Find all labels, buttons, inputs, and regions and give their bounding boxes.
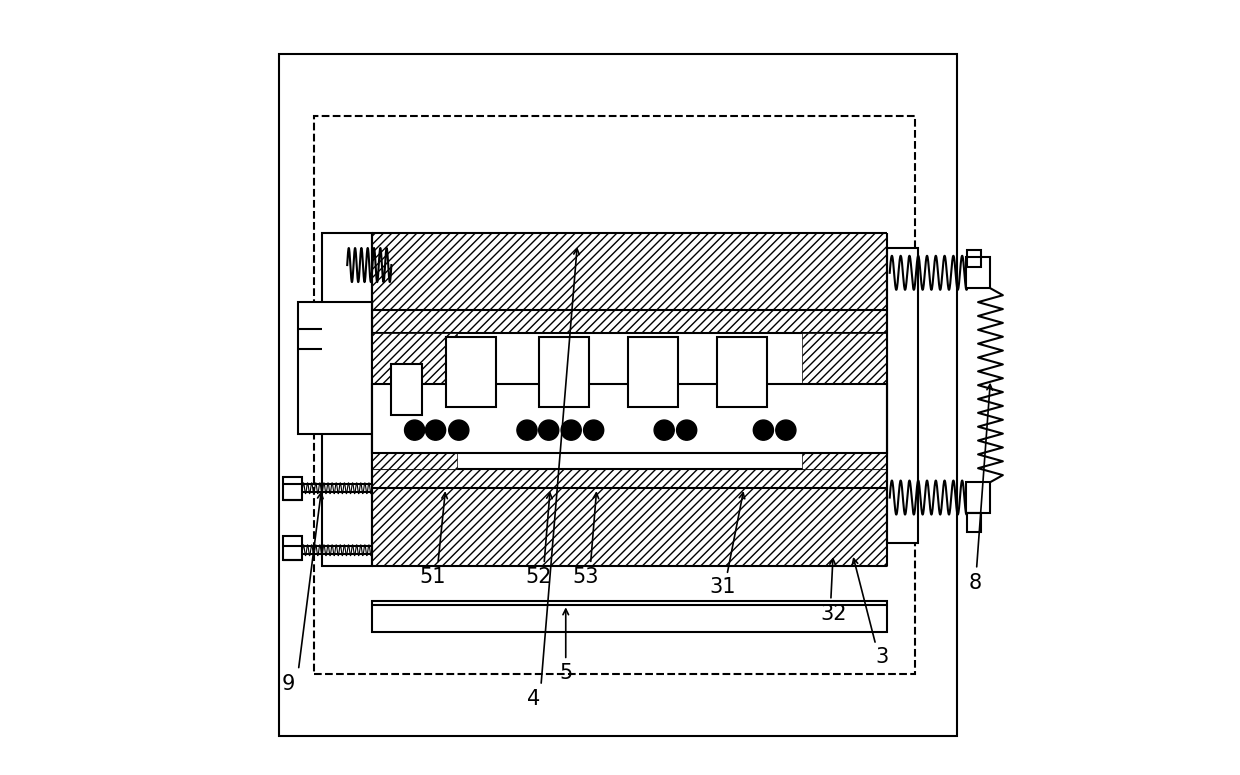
Bar <box>888 248 919 542</box>
Circle shape <box>776 420 796 440</box>
Bar <box>372 310 888 488</box>
Text: 5: 5 <box>559 663 573 683</box>
Circle shape <box>677 420 697 440</box>
Text: 51: 51 <box>419 567 445 587</box>
Bar <box>802 333 888 469</box>
Circle shape <box>753 420 774 440</box>
Text: 31: 31 <box>709 577 735 598</box>
Bar <box>372 488 888 566</box>
Text: 32: 32 <box>820 604 847 624</box>
Bar <box>392 364 423 415</box>
Bar <box>372 384 888 453</box>
Bar <box>445 337 496 407</box>
Bar <box>372 333 888 469</box>
Bar <box>372 232 888 310</box>
Bar <box>283 536 303 560</box>
Bar <box>299 302 372 434</box>
Circle shape <box>560 420 582 440</box>
Bar <box>717 337 768 407</box>
Bar <box>966 482 990 513</box>
Circle shape <box>584 420 604 440</box>
Bar <box>967 250 981 267</box>
Bar <box>967 513 981 532</box>
Bar <box>372 333 458 469</box>
Circle shape <box>517 420 537 440</box>
Bar <box>314 116 915 674</box>
Bar <box>966 257 990 288</box>
Circle shape <box>404 420 424 440</box>
Bar <box>283 477 303 500</box>
Circle shape <box>538 420 559 440</box>
Circle shape <box>425 420 445 440</box>
Text: 52: 52 <box>526 567 552 587</box>
Bar <box>372 601 888 632</box>
Text: 3: 3 <box>875 647 889 667</box>
Bar <box>279 54 957 736</box>
Bar <box>627 337 678 407</box>
Circle shape <box>655 420 675 440</box>
Bar <box>321 232 372 566</box>
Text: 53: 53 <box>572 567 599 587</box>
Bar <box>538 337 589 407</box>
Circle shape <box>449 420 469 440</box>
Text: 8: 8 <box>968 573 982 593</box>
Text: 4: 4 <box>527 689 539 709</box>
Text: 9: 9 <box>281 673 295 694</box>
